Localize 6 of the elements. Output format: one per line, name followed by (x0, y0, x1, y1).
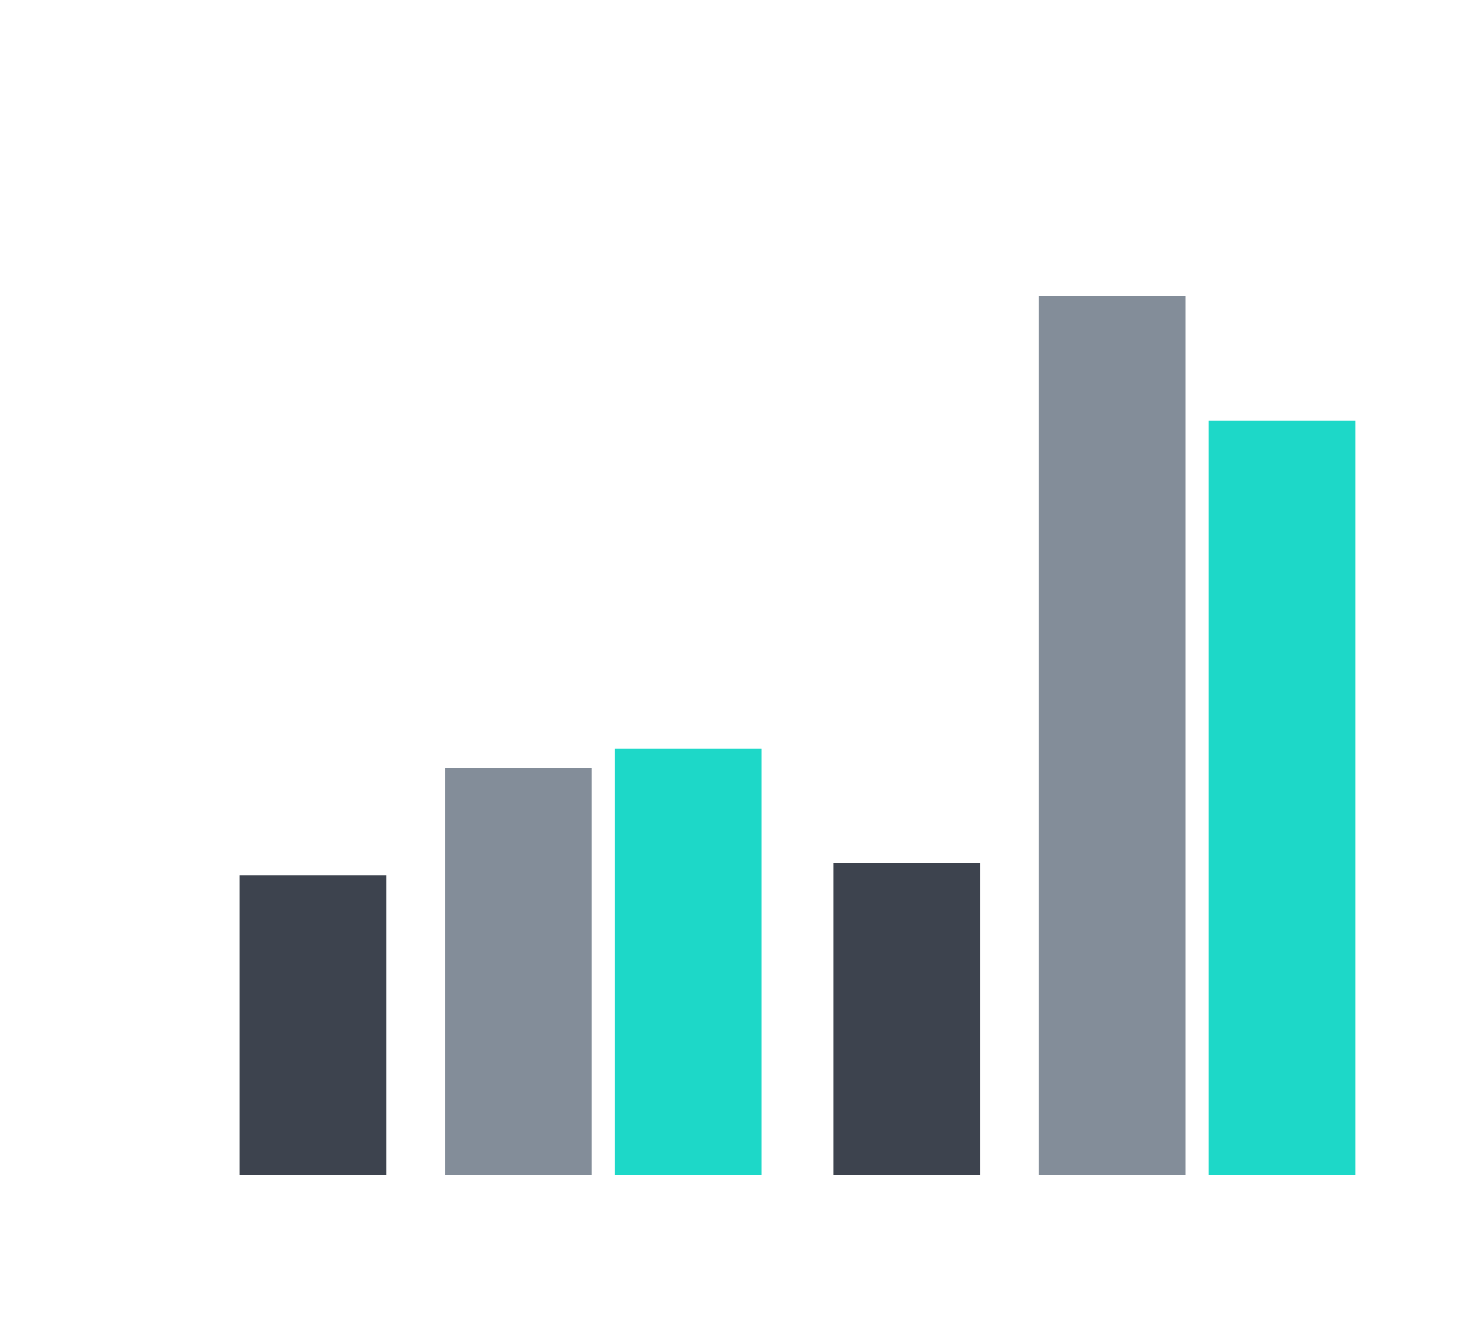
bar (833, 863, 981, 1176)
bar (614, 748, 762, 1176)
bar (445, 768, 592, 1176)
bar (1208, 420, 1356, 1176)
bar (1038, 296, 1186, 1176)
bar (239, 875, 387, 1176)
